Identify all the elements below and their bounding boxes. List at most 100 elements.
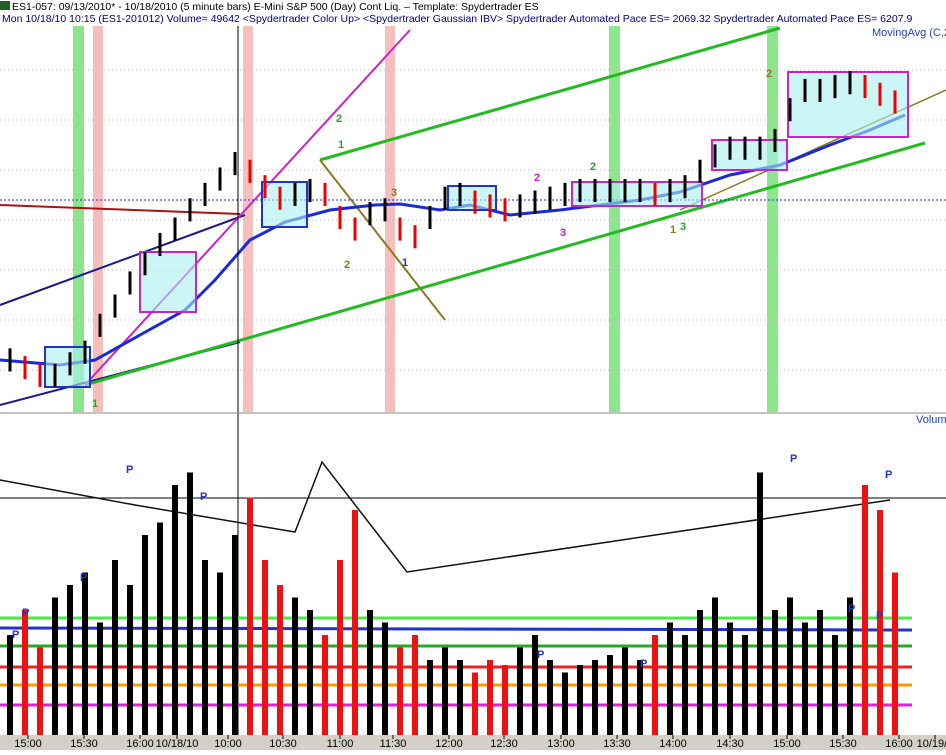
volume-bar <box>142 535 148 735</box>
wave-label: 1 <box>338 139 344 151</box>
trendline <box>0 214 246 306</box>
pink-band <box>93 26 103 412</box>
volume-bar <box>352 510 358 735</box>
volume-bar <box>592 660 598 735</box>
volume-bar <box>37 647 43 735</box>
volume-bar <box>412 635 418 735</box>
green-band <box>73 26 84 412</box>
volume-bar <box>787 597 793 735</box>
peak-label: P <box>537 649 544 661</box>
time-label: 15:00 <box>773 738 801 750</box>
peak-label: P <box>200 491 207 503</box>
box <box>261 181 308 228</box>
volume-bar <box>877 510 883 735</box>
time-label: 14:30 <box>716 738 744 750</box>
time-label: 12:00 <box>435 738 463 750</box>
volume-bar <box>217 572 223 735</box>
volume-bar <box>97 622 103 735</box>
volume-bar <box>757 472 763 735</box>
volume-trend <box>0 460 891 573</box>
volume-bar <box>577 665 583 735</box>
volume-bar <box>187 472 193 735</box>
volume-bar <box>322 635 328 735</box>
indicator-label: MovingAvg (C,20 <box>872 27 946 39</box>
volume-bar <box>652 635 658 735</box>
wave-label: 2 <box>534 172 540 184</box>
time-label: 12:30 <box>490 738 518 750</box>
volume-bar <box>862 485 868 735</box>
pink-band <box>385 26 395 412</box>
green-band <box>767 26 778 412</box>
volume-bar <box>847 597 853 735</box>
box <box>447 185 497 211</box>
peak-label: P <box>790 453 797 465</box>
trendline <box>319 26 781 162</box>
volume-label: Volum <box>916 414 946 426</box>
time-label: 11:00 <box>327 738 354 750</box>
volume-bar <box>697 610 703 735</box>
trendline <box>84 141 926 387</box>
volume-bar <box>547 660 553 735</box>
volume-bar <box>22 610 28 735</box>
volume-bar <box>427 660 433 735</box>
header-line2: Mon 10/18/10 10:15 (ES1-201012) Volume= … <box>2 13 912 25</box>
volume-bar <box>7 635 13 735</box>
volume-bar <box>112 560 118 735</box>
time-label: 15:30 <box>70 738 98 750</box>
volume-bar <box>457 660 463 735</box>
wave-label: 3 <box>391 187 397 199</box>
volume-bar <box>127 585 133 735</box>
wave-label: 1 <box>402 257 408 269</box>
box <box>44 346 91 388</box>
trendline <box>319 159 446 321</box>
volume-bar <box>532 635 538 735</box>
time-label: 13:30 <box>603 738 631 750</box>
peak-label: P <box>12 629 19 641</box>
box <box>571 181 703 207</box>
header-line1: ES1-057: 09/13/2010* - 10/18/2010 (5 min… <box>12 1 539 13</box>
trendline <box>0 204 241 215</box>
volume-bar <box>517 647 523 735</box>
wave-label: 2 <box>590 161 596 173</box>
time-label: 14:00 <box>659 738 687 750</box>
time-label: 16:00 <box>885 738 913 750</box>
peak-label: P <box>876 610 883 622</box>
volume-bar <box>832 635 838 735</box>
volume-bar <box>802 622 808 735</box>
volume-bar <box>82 572 88 735</box>
green-band <box>609 26 620 412</box>
time-label: 13:00 <box>547 738 575 750</box>
volume-bar <box>562 672 568 735</box>
time-axis-bg <box>0 735 946 750</box>
time-label: 10/18/10 <box>156 738 199 750</box>
trendline <box>84 29 411 386</box>
peak-label: P <box>848 603 855 615</box>
volume-bar <box>307 610 313 735</box>
volume-bar <box>442 647 448 735</box>
volume-bar <box>502 665 508 735</box>
wave-label: 3 <box>560 227 566 239</box>
volume-bar <box>892 572 898 735</box>
bands <box>73 26 778 412</box>
volume-bar <box>397 647 403 735</box>
volume-bar <box>172 485 178 735</box>
peak-label: P <box>640 658 647 670</box>
volume-bar <box>337 560 343 735</box>
volume-bar <box>742 635 748 735</box>
time-label: 10:00 <box>214 738 242 750</box>
box <box>139 251 197 313</box>
wave-label: 3 <box>680 221 686 233</box>
volume-bar <box>472 672 478 735</box>
volume-bar <box>157 522 163 735</box>
window-icon <box>0 1 10 10</box>
volume-bar <box>367 610 373 735</box>
volume-bar <box>232 535 238 735</box>
volume-bar <box>52 597 58 735</box>
volume-bar <box>277 585 283 735</box>
volume-bar <box>607 655 613 735</box>
time-label: 10/19/1 <box>917 738 946 750</box>
peak-label: P <box>80 572 87 584</box>
volume-bar <box>382 622 388 735</box>
